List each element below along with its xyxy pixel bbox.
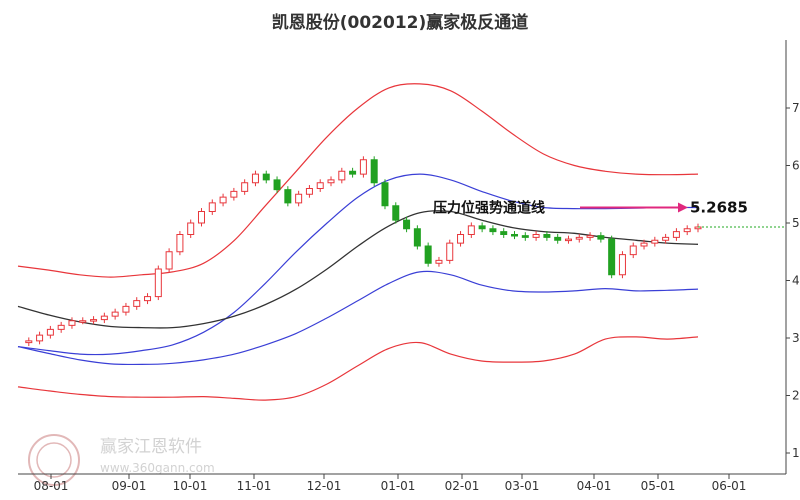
candle-body — [241, 182, 249, 192]
candle-body — [144, 296, 152, 302]
candle-body — [629, 245, 637, 256]
y-ticks: 1 2 3 4 5 6 7 — [786, 101, 800, 460]
candle-body — [197, 211, 205, 224]
candle-body — [511, 234, 519, 237]
candle-body — [68, 320, 76, 326]
band-black-mid — [17, 210, 699, 329]
candle-body — [532, 234, 540, 238]
candle-body — [392, 205, 400, 221]
y-tick-label: 2 — [792, 389, 800, 403]
candle-body — [521, 235, 529, 238]
x-tick-label: 03-01 — [505, 479, 540, 493]
x-tick-label: 02-01 — [445, 479, 480, 493]
candle-body — [672, 231, 680, 238]
candle-body — [57, 324, 65, 330]
candle-body — [262, 173, 270, 181]
candle-body — [25, 340, 33, 344]
band-blue-lower — [17, 270, 699, 366]
candle-body — [403, 219, 411, 230]
candle-body — [554, 236, 562, 241]
candle-body — [489, 228, 497, 233]
candle-body — [338, 170, 346, 181]
candle-body — [165, 251, 173, 270]
candle-body — [651, 239, 659, 244]
y-tick-label: 3 — [792, 331, 800, 345]
candle-body — [564, 238, 572, 242]
x-tick-label: 08-01 — [34, 479, 69, 493]
y-tick-label: 5 — [792, 216, 800, 230]
candle-body — [381, 182, 389, 207]
candle-body — [640, 242, 648, 247]
x-tick-label: 04-01 — [577, 479, 612, 493]
channel-bands — [17, 83, 699, 401]
band-blue-upper — [17, 173, 699, 356]
x-tick-label: 01-01 — [381, 479, 416, 493]
band-red-lower — [17, 336, 699, 401]
candle-body — [133, 300, 141, 307]
x-tick-label: 11-01 — [237, 479, 272, 493]
band-red-upper — [17, 83, 699, 278]
candle-body — [111, 311, 119, 317]
y-tick-label: 4 — [792, 274, 800, 288]
candle-body — [370, 159, 378, 184]
price-candles — [25, 156, 702, 347]
watermark-name: 赢家江恩软件 — [100, 437, 202, 457]
candle-body — [90, 319, 98, 322]
candle-body — [467, 225, 475, 235]
candle-body — [424, 245, 432, 264]
candle-body — [543, 234, 551, 238]
candle-body — [500, 231, 508, 235]
candle-body — [575, 236, 583, 240]
candle-body — [618, 254, 626, 276]
candle-body — [597, 235, 605, 240]
candle-body — [251, 173, 259, 184]
x-ticks: 08-01 09-01 10-01 11-01 12-01 01-01 02-01 03-01… — [34, 474, 747, 493]
candle-body — [349, 170, 357, 175]
annotation-value: 5.2685 — [690, 199, 748, 217]
candle-body — [305, 188, 313, 195]
candle-body — [284, 189, 292, 204]
y-tick-label: 6 — [792, 159, 800, 173]
candle-body — [359, 159, 367, 175]
candle-body — [316, 182, 324, 189]
candle-body — [79, 320, 87, 323]
candle-body — [208, 202, 216, 212]
candle-body — [413, 228, 421, 247]
candle-body — [46, 328, 54, 336]
annotation-label: 压力位强势通道线 — [433, 200, 545, 217]
y-tick-label: 7 — [792, 101, 800, 115]
candle-body — [327, 179, 335, 184]
candle-body — [608, 238, 616, 276]
candle-body — [36, 334, 44, 342]
candle-body — [219, 196, 227, 204]
y-tick-label: 1 — [792, 446, 800, 460]
candle-body — [100, 315, 108, 321]
x-tick-label: 06-01 — [712, 479, 747, 493]
candle-body — [176, 234, 184, 253]
x-tick-label: 12-01 — [307, 479, 342, 493]
candle-body — [435, 259, 443, 264]
candle-body — [586, 235, 594, 238]
chart-title: 凯恩股份(002012)赢家极反通道 — [272, 12, 529, 33]
candle-body — [230, 190, 238, 198]
candle-body — [154, 268, 162, 298]
annotation-arrowhead — [678, 202, 688, 213]
watermark-logo — [28, 434, 80, 486]
x-tick-label: 09-01 — [112, 479, 147, 493]
candle-body — [478, 225, 486, 230]
watermark: 赢家江恩软件 www.360gann.com — [28, 434, 215, 486]
candle-body — [273, 179, 281, 191]
x-tick-label: 10-01 — [173, 479, 208, 493]
x-tick-label: 05-01 — [641, 479, 676, 493]
candle-body — [457, 234, 465, 244]
candle-body — [662, 236, 670, 241]
candle-body — [295, 193, 303, 204]
candle-body — [446, 242, 454, 261]
candle-body — [122, 305, 130, 313]
watermark-url: www.360gann.com — [100, 461, 215, 475]
candle-body — [187, 222, 195, 235]
candle-body — [683, 228, 691, 233]
